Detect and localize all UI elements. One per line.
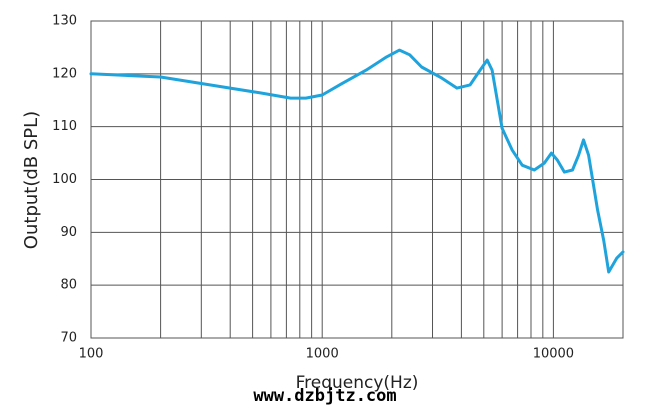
y-tick-label: 90: [60, 225, 77, 240]
y-tick-label: 120: [52, 66, 77, 81]
y-tick-label: 80: [60, 278, 77, 293]
x-tick-label: 1000: [306, 347, 339, 362]
x-axis-label: Frequency(Hz): [296, 373, 419, 393]
plot-border: [90, 20, 624, 339]
x-tick-label: 100: [79, 347, 104, 362]
response-line: [89, 48, 625, 274]
watermark: www.dzbjtz.com: [253, 386, 396, 406]
x-tick-label: 10000: [533, 347, 574, 362]
y-tick-label: 100: [52, 172, 77, 187]
y-axis-label: Output(dB SPL): [21, 111, 42, 249]
y-tick-label: 110: [52, 119, 77, 134]
y-tick-label: 70: [60, 331, 77, 346]
y-tick-label: 130: [52, 14, 77, 29]
